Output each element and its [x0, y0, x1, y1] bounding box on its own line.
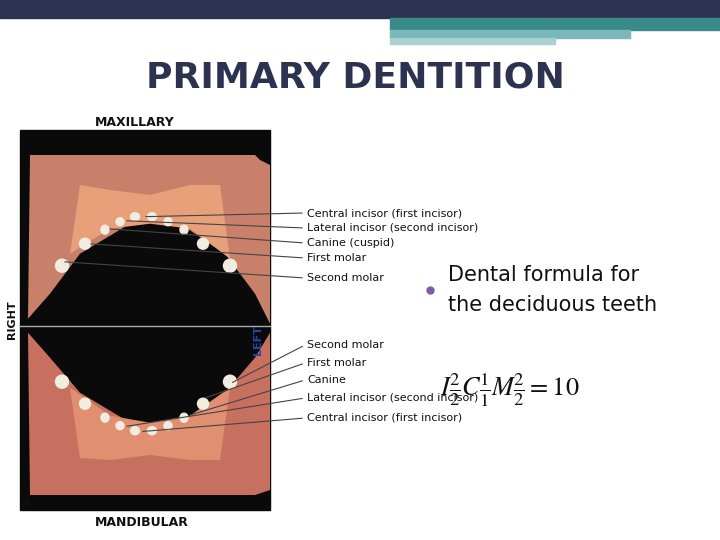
- Text: Canine (cuspid): Canine (cuspid): [307, 238, 395, 248]
- Ellipse shape: [164, 422, 172, 430]
- Ellipse shape: [148, 427, 156, 435]
- Bar: [0, 0, 720, 18]
- Ellipse shape: [79, 398, 91, 409]
- Ellipse shape: [180, 225, 188, 234]
- Polygon shape: [70, 388, 230, 460]
- Bar: [20, 130, 270, 510]
- Text: Canine: Canine: [307, 375, 346, 385]
- Ellipse shape: [101, 225, 109, 234]
- Text: Central incisor (first incisor): Central incisor (first incisor): [307, 208, 462, 218]
- Text: $I\frac{2}{2}C\frac{1}{1}M\frac{2}{2}=10$: $I\frac{2}{2}C\frac{1}{1}M\frac{2}{2}=10…: [440, 372, 580, 409]
- Text: A: A: [22, 496, 32, 510]
- Ellipse shape: [148, 213, 156, 221]
- Ellipse shape: [116, 218, 124, 226]
- Bar: [390, 30, 630, 38]
- Text: Lateral incisor (second incisor): Lateral incisor (second incisor): [307, 223, 478, 233]
- Ellipse shape: [130, 213, 140, 221]
- Text: PRIMARY DENTITION: PRIMARY DENTITION: [145, 61, 564, 95]
- Text: Lateral incisor (second incisor): Lateral incisor (second incisor): [307, 393, 478, 403]
- Text: RIGHT: RIGHT: [7, 301, 17, 339]
- Ellipse shape: [223, 375, 236, 388]
- Ellipse shape: [223, 259, 236, 272]
- Text: Second molar: Second molar: [307, 340, 384, 350]
- Bar: [390, 18, 720, 30]
- Polygon shape: [70, 185, 230, 259]
- Ellipse shape: [180, 413, 188, 422]
- Ellipse shape: [197, 238, 209, 249]
- Text: MAXILLARY: MAXILLARY: [95, 116, 175, 129]
- Ellipse shape: [130, 427, 140, 435]
- Ellipse shape: [164, 218, 172, 226]
- Text: First molar: First molar: [307, 253, 366, 263]
- Text: Dental formula for
the deciduous teeth: Dental formula for the deciduous teeth: [448, 265, 657, 315]
- Text: LEFT: LEFT: [253, 325, 263, 355]
- Ellipse shape: [79, 238, 91, 249]
- Text: Central incisor (first incisor): Central incisor (first incisor): [307, 413, 462, 423]
- Ellipse shape: [101, 413, 109, 422]
- Polygon shape: [28, 155, 270, 323]
- Bar: [390, 38, 555, 44]
- Text: First molar: First molar: [307, 358, 366, 368]
- Ellipse shape: [197, 398, 209, 409]
- Text: Second molar: Second molar: [307, 273, 384, 283]
- Ellipse shape: [55, 375, 68, 388]
- Ellipse shape: [116, 422, 124, 430]
- Ellipse shape: [55, 259, 68, 272]
- Text: MANDIBULAR: MANDIBULAR: [95, 516, 189, 530]
- Polygon shape: [28, 333, 270, 495]
